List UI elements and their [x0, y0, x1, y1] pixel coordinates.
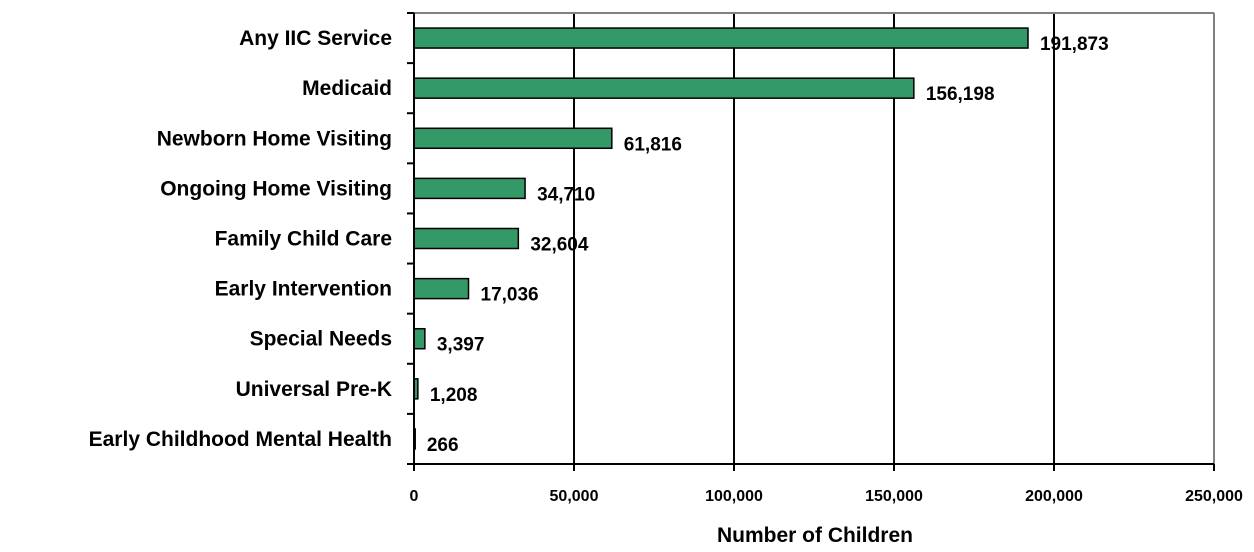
x-tick-label: 50,000: [550, 488, 599, 505]
bar: [413, 127, 613, 150]
bar: [413, 177, 526, 200]
data-label: 17,036: [481, 285, 539, 306]
data-label: 1,208: [430, 385, 478, 406]
labels: Any IIC Service 191,873 Medicaid 156,198 New…: [89, 27, 1243, 505]
category-label: Early Intervention: [215, 278, 392, 301]
bar: [413, 77, 915, 99]
x-tick-label: 100,000: [705, 488, 763, 505]
category-label: Ongoing Home Visiting: [160, 177, 392, 200]
bar: [413, 27, 1029, 49]
category-label: Medicaid: [302, 77, 392, 100]
category-label: Early Childhood Mental Health: [89, 428, 392, 451]
data-label: 191,873: [1040, 34, 1109, 55]
data-label: 3,397: [437, 335, 485, 356]
x-axis-title: Number of Children: [717, 524, 913, 547]
category-label: Any IIC Service: [239, 27, 392, 50]
category-label: Special Needs: [250, 328, 392, 351]
x-tick-label: 0: [410, 488, 419, 505]
x-tick-label: 200,000: [1025, 488, 1083, 505]
bar: [413, 327, 426, 350]
bar: [413, 227, 520, 250]
bar: [413, 277, 470, 300]
data-label: 156,198: [926, 84, 995, 105]
axes: [407, 12, 1215, 471]
category-label: Family Child Care: [215, 228, 392, 251]
data-label: 34,710: [537, 184, 595, 205]
bars: [413, 27, 1029, 450]
data-label: 266: [427, 435, 459, 456]
data-label: 32,604: [530, 235, 589, 256]
x-tick-label: 150,000: [865, 488, 923, 505]
data-label: 61,816: [624, 134, 682, 155]
x-tick-label: 250,000: [1185, 488, 1243, 505]
category-label: Newborn Home Visiting: [157, 127, 392, 150]
category-label: Universal Pre-K: [236, 378, 392, 401]
